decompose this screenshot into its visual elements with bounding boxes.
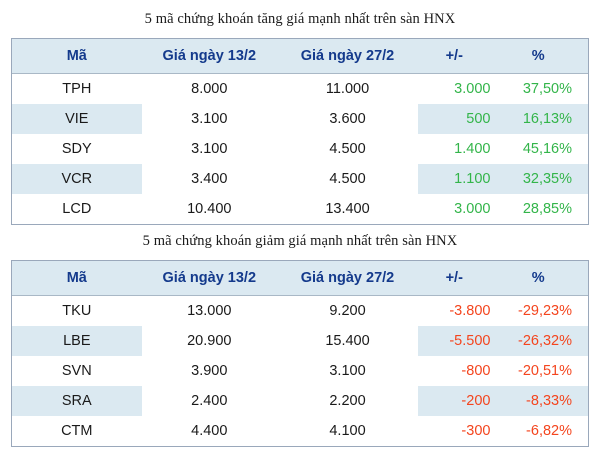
cell-percent: 32,35% (504, 163, 588, 194)
cell-code: SDY (12, 133, 142, 164)
column-header-price-2: Giá ngày 27/2 (276, 260, 419, 296)
cell-price-2: 3.600 (276, 103, 419, 134)
cell-code: SRA (12, 385, 142, 416)
cell-code: SVN (12, 355, 142, 386)
cell-price-1: 8.000 (141, 73, 277, 104)
cell-code: TPH (12, 73, 142, 104)
cell-price-2: 3.100 (276, 355, 419, 386)
cell-change: -5.500 (418, 325, 505, 356)
cell-change: 500 (418, 103, 505, 134)
table-row: SDY 3.100 4.500 1.400 45,16% (12, 133, 588, 164)
cell-percent: -29,23% (504, 295, 588, 326)
cell-price-1: 10.400 (141, 194, 277, 225)
cell-percent: 45,16% (504, 133, 588, 164)
cell-price-2: 11.000 (276, 73, 419, 104)
losers-table-container: Mã Giá ngày 13/2 Giá ngày 27/2 +/- % TKU… (11, 259, 589, 448)
column-header-price-1: Giá ngày 13/2 (141, 38, 277, 74)
gainers-table-container: Mã Giá ngày 13/2 Giá ngày 27/2 +/- % TPH… (11, 37, 589, 226)
cell-price-1: 13.000 (141, 295, 277, 326)
table-row: SRA 2.400 2.200 -200 -8,33% (12, 385, 588, 416)
cell-change: 1.400 (418, 133, 505, 164)
cell-price-1: 2.400 (141, 385, 277, 416)
cell-price-1: 4.400 (141, 416, 277, 447)
cell-code: VCR (12, 163, 142, 194)
column-header-price-1: Giá ngày 13/2 (141, 260, 277, 296)
cell-price-2: 4.100 (276, 416, 419, 447)
column-header-price-2: Giá ngày 27/2 (276, 38, 419, 74)
cell-price-2: 2.200 (276, 385, 419, 416)
cell-price-1: 3.100 (141, 133, 277, 164)
cell-percent: 16,13% (504, 103, 588, 134)
losers-table-header: Mã Giá ngày 13/2 Giá ngày 27/2 +/- % (12, 260, 588, 296)
table-row: SVN 3.900 3.100 -800 -20,51% (12, 355, 588, 386)
cell-code: CTM (12, 416, 142, 447)
cell-price-1: 3.100 (141, 103, 277, 134)
cell-price-1: 3.400 (141, 163, 277, 194)
cell-percent: -20,51% (504, 355, 588, 386)
gainers-table: Mã Giá ngày 13/2 Giá ngày 27/2 +/- % TPH… (12, 38, 588, 225)
cell-code: TKU (12, 295, 142, 326)
cell-percent: -8,33% (504, 385, 588, 416)
column-header-change: +/- (418, 260, 505, 296)
cell-price-2: 4.500 (276, 133, 419, 164)
cell-price-1: 3.900 (141, 355, 277, 386)
table-row: CTM 4.400 4.100 -300 -6,82% (12, 416, 588, 447)
cell-code: LBE (12, 325, 142, 356)
table-row: LBE 20.900 15.400 -5.500 -26,32% (12, 325, 588, 356)
cell-percent: -6,82% (504, 416, 588, 447)
losers-caption: 5 mã chứng khoán giảm giá mạnh nhất trên… (142, 233, 458, 249)
table-row: VIE 3.100 3.600 500 16,13% (12, 103, 588, 134)
losers-table-body: TKU 13.000 9.200 -3.800 -29,23% LBE 20.9… (12, 295, 588, 447)
gainers-caption: 5 mã chứng khoán tăng giá mạnh nhất trên… (144, 11, 456, 27)
cell-code: VIE (12, 103, 142, 134)
cell-percent: 28,85% (504, 194, 588, 225)
cell-price-2: 9.200 (276, 295, 419, 326)
gainers-section: 5 mã chứng khoán tăng giá mạnh nhất trên… (11, 11, 589, 226)
table-row: VCR 3.400 4.500 1.100 32,35% (12, 163, 588, 194)
cell-percent: 37,50% (504, 73, 588, 104)
table-row: LCD 10.400 13.400 3.000 28,85% (12, 194, 588, 225)
header-row: Mã Giá ngày 13/2 Giá ngày 27/2 +/- % (12, 38, 588, 74)
cell-change: 3.000 (418, 194, 505, 225)
cell-price-2: 13.400 (276, 194, 419, 225)
cell-code: LCD (12, 194, 142, 225)
column-header-percent: % (504, 260, 588, 296)
gainers-table-header: Mã Giá ngày 13/2 Giá ngày 27/2 +/- % (12, 38, 588, 74)
table-row: TPH 8.000 11.000 3.000 37,50% (12, 73, 588, 104)
column-header-code: Mã (12, 260, 142, 296)
cell-change: -300 (418, 416, 505, 447)
column-header-percent: % (504, 38, 588, 74)
gainers-table-body: TPH 8.000 11.000 3.000 37,50% VIE 3.100 … (12, 73, 588, 225)
cell-price-1: 20.900 (141, 325, 277, 356)
cell-price-2: 15.400 (276, 325, 419, 356)
cell-change: -800 (418, 355, 505, 386)
cell-change: 1.100 (418, 163, 505, 194)
losers-section: 5 mã chứng khoán giảm giá mạnh nhất trên… (0, 222, 600, 448)
cell-price-2: 4.500 (276, 163, 419, 194)
cell-change: -3.800 (418, 295, 505, 326)
header-row: Mã Giá ngày 13/2 Giá ngày 27/2 +/- % (12, 260, 588, 296)
losers-table: Mã Giá ngày 13/2 Giá ngày 27/2 +/- % TKU… (12, 260, 588, 447)
cell-change: 3.000 (418, 73, 505, 104)
column-header-change: +/- (418, 38, 505, 74)
cell-change: -200 (418, 385, 505, 416)
table-row: TKU 13.000 9.200 -3.800 -29,23% (12, 295, 588, 326)
cell-percent: -26,32% (504, 325, 588, 356)
column-header-code: Mã (12, 38, 142, 74)
